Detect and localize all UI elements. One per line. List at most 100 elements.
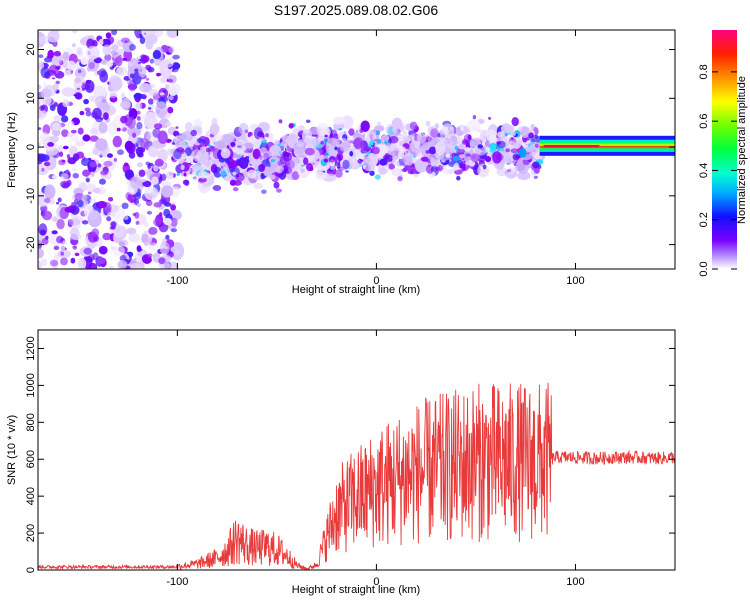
spectrogram-blob (485, 129, 497, 142)
spectrogram-blob (321, 127, 331, 137)
spectrogram-blob (430, 128, 439, 138)
spectrogram-blob (98, 245, 108, 255)
spectrogram-blob (102, 44, 112, 56)
spectrogram-blob (381, 134, 390, 142)
spectrogram-blob (278, 119, 283, 124)
spectrogram-blob (360, 120, 370, 132)
spectrogram-blob (325, 137, 340, 156)
spectrogram-blob (484, 156, 492, 163)
spectrogram-blob (492, 151, 502, 164)
spectrogram-blob (391, 167, 403, 177)
spectrogram-blob (324, 134, 328, 138)
spectrogram-blob (388, 136, 399, 144)
spectrogram-blob (148, 242, 159, 251)
spectrogram-blob (122, 57, 128, 61)
spectrogram-blob (105, 61, 113, 68)
spectrogram-blob (71, 202, 77, 207)
spectrogram-blob (304, 147, 315, 156)
spectrogram-blob (92, 252, 99, 261)
spectrogram-blob (79, 110, 85, 116)
spectrogram-blob (149, 58, 154, 64)
spectrogram-x-ticks: -100 0 100 (166, 30, 585, 287)
spectrogram-blob (62, 51, 70, 61)
snr-panel: -100 0 100 0 200 400 600 800 1000 1200 Height of… (6, 329, 676, 596)
spectrogram-blob (60, 115, 69, 123)
spectrogram-blob (70, 129, 77, 134)
spectrogram-blob (151, 191, 158, 196)
spectrogram-blob (45, 235, 49, 240)
spectrogram-blob (49, 199, 56, 205)
spectrogram-blob (51, 77, 56, 80)
coherent-signal-band (539, 135, 675, 156)
spectrogram-blob (70, 133, 79, 143)
x-tick-label: 0 (373, 576, 379, 588)
spectrogram-blob (160, 76, 168, 83)
spectrogram-blob (136, 255, 142, 263)
spectrogram-blob (408, 140, 423, 157)
y-tick-label: 800 (25, 413, 37, 431)
spectrogram-blob (414, 158, 428, 173)
spectrogram-blob (60, 180, 70, 188)
spectrogram-blob (161, 185, 174, 198)
spectrogram-blob (153, 218, 162, 227)
spectrogram-blob (205, 147, 211, 153)
spectrogram-blob (38, 193, 45, 205)
spectrogram-blob (183, 172, 187, 177)
spectrogram-blob (128, 232, 140, 243)
spectrogram-blob (132, 213, 137, 216)
spectrogram-blob (135, 147, 144, 156)
spectrogram-blob (533, 175, 538, 179)
spectrogram-blob (426, 160, 431, 163)
spectrogram-blob (92, 187, 101, 194)
spectrogram-blob (148, 226, 158, 235)
spectrogram-blob (130, 262, 142, 269)
spectrogram-y-ticks: -20 -10 0 10 20 (25, 43, 675, 253)
spectrogram-blob (124, 40, 128, 44)
spectrogram-blob (349, 151, 354, 157)
spectrogram-blob (337, 166, 341, 169)
spectrogram-blob (100, 170, 109, 176)
spectrogram-blob (253, 182, 264, 189)
spectrogram-blob (74, 193, 84, 201)
spectrogram-blob (229, 179, 237, 186)
spectrogram-blob (51, 174, 58, 180)
spectrogram-blob (391, 155, 400, 161)
spectrogram-blob (435, 141, 446, 156)
spectrogram-blob (273, 181, 280, 189)
spectrogram-blob (100, 174, 107, 179)
spectrogram-blob (263, 166, 273, 177)
spectrogram-blob (55, 80, 61, 85)
spectrogram-blob (464, 147, 471, 152)
spectrogram-blob (120, 115, 128, 124)
spectrogram-blob (38, 142, 41, 147)
y-tick-label: 600 (25, 450, 37, 468)
spectrogram-blob (144, 186, 159, 201)
spectrogram-blob (530, 124, 535, 130)
spectrogram-blob (174, 249, 181, 255)
spectrogram-blob (144, 130, 151, 140)
spectrogram-blob (93, 149, 98, 154)
spectrogram-blob (81, 82, 86, 86)
spectrogram-blob (157, 130, 168, 144)
spectrogram-blob (519, 148, 527, 158)
spectrogram-blob (505, 148, 511, 153)
spectrogram-blob (165, 121, 172, 127)
spectrogram-blob (512, 143, 521, 149)
spectrogram-blob (147, 102, 155, 113)
spectrogram-blob (82, 169, 91, 177)
spectrogram-blob (91, 228, 100, 238)
spectrogram-blob (212, 185, 222, 191)
spectrogram-blob (60, 173, 69, 181)
spectrogram-blob (398, 150, 405, 160)
spectrogram-blob (320, 140, 325, 145)
spectrogram-blob (324, 158, 328, 163)
spectrogram-blob (315, 171, 327, 180)
spectrogram-x-label: Height of straight line (km) (292, 284, 420, 296)
spectrogram-blob (258, 164, 265, 172)
spectrogram-blob (328, 155, 336, 163)
spectrogram-blob (128, 62, 133, 67)
spectrogram-blob (84, 79, 95, 93)
colorbar-tick-label: 0.4 (698, 163, 710, 178)
spectrogram-blob (147, 163, 152, 169)
spectrogram-blob (53, 245, 60, 251)
